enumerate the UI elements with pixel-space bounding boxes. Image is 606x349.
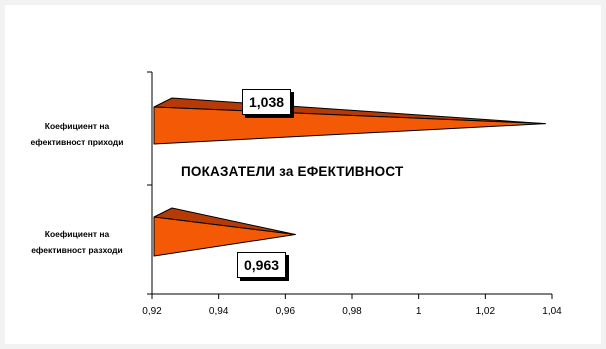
chart-area: 0,92 0,94 0,96 0,98 1 1,02 1,04 Коефициент на … [5, 5, 601, 344]
data-label-income: 1,038 [242, 89, 291, 115]
x-tick-label: 0,94 [209, 306, 229, 317]
x-tick-label: 0,98 [342, 306, 362, 317]
x-tick-label: 0,96 [276, 306, 296, 317]
x-tick-label: 1,04 [542, 306, 562, 317]
x-tick-label: 1 [416, 306, 422, 317]
chart-title: ПОКАЗАТЕЛИ за ЕФЕКТИВНОСТ [181, 164, 403, 179]
data-label-expenses: 0,963 [237, 252, 286, 278]
x-tick-label: 0,92 [142, 306, 162, 317]
category-label-expenses: Коефициент на ефективност разходи [4, 226, 150, 258]
x-tick-label: 1,02 [476, 306, 496, 317]
category-label-income: Коефициент на ефективност приходи [4, 118, 150, 150]
